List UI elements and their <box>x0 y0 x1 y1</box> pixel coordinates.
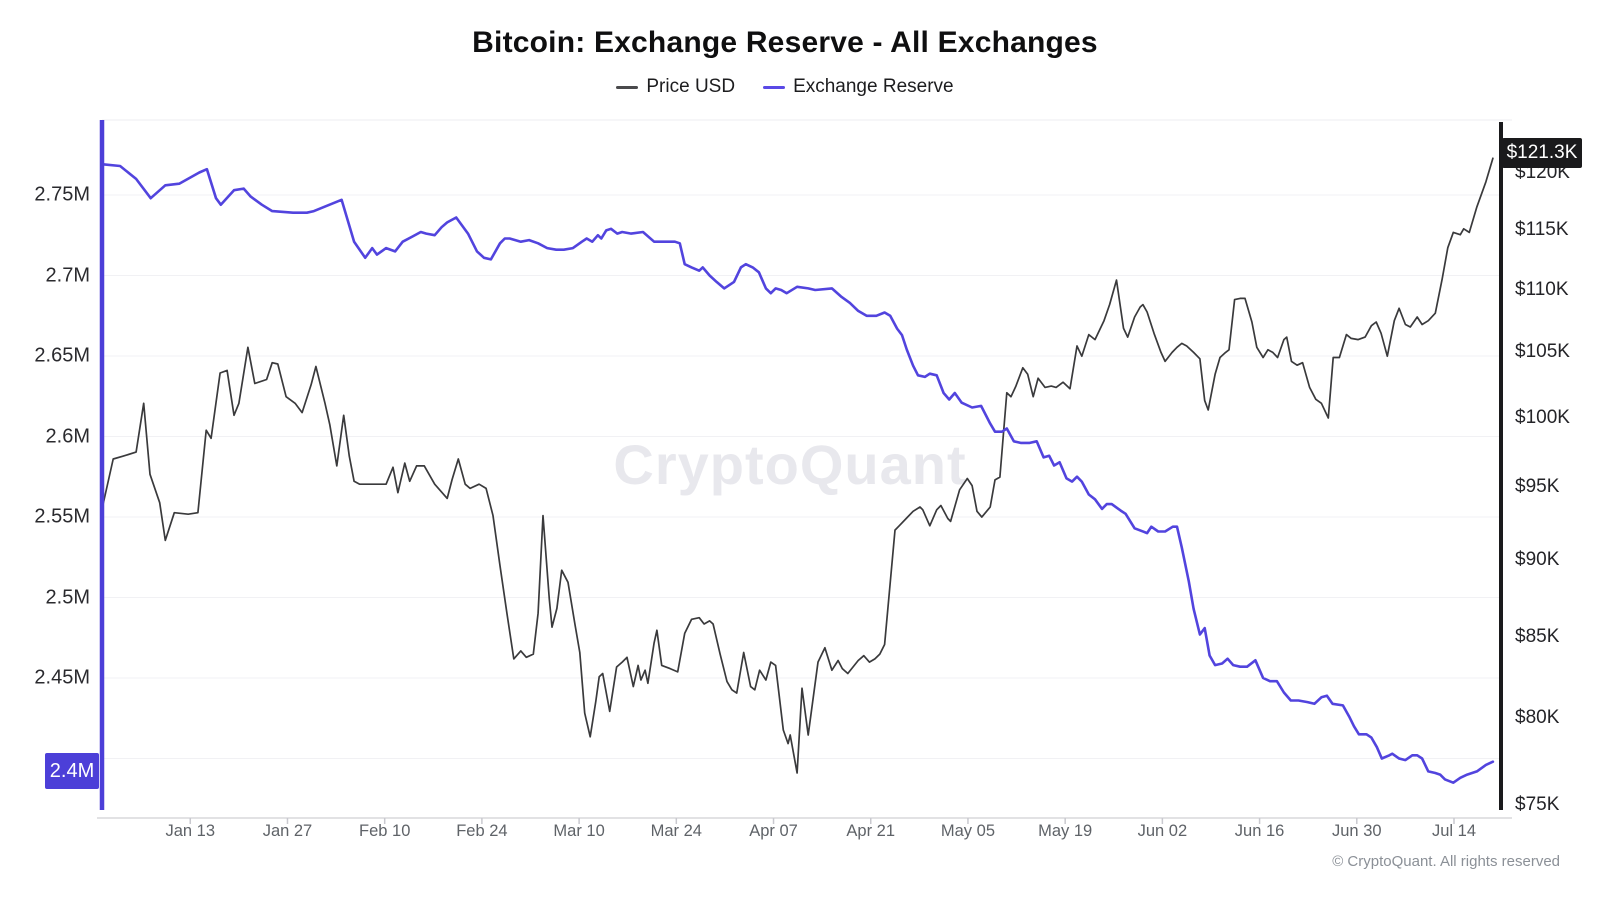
x-tick-label: Mar 24 <box>650 822 702 840</box>
x-tick-label: Jun 30 <box>1332 822 1382 840</box>
exchange-reserve-line[interactable] <box>102 163 1495 785</box>
x-tick-label: Apr 07 <box>749 822 798 840</box>
y-left-tick-label: 2.75M <box>34 183 90 206</box>
y-right-tick-label: $85K <box>1515 625 1560 647</box>
x-tick-label: May 05 <box>940 822 995 840</box>
y-left-tick-label: 2.65M <box>34 344 90 367</box>
chart-title: Bitcoin: Exchange Reserve - All Exchange… <box>472 26 1098 59</box>
chart-legend: Price USD Exchange Reserve <box>0 76 1570 98</box>
legend-label-reserve: Exchange Reserve <box>793 76 954 97</box>
x-tick-label: May 19 <box>1038 822 1093 840</box>
x-tick-label: Jul 14 <box>1431 822 1477 840</box>
legend-item-reserve[interactable]: Exchange Reserve <box>763 76 954 98</box>
y-left-tick-label: 2.6M <box>45 425 90 447</box>
y-left-tick-label: 2.7M <box>45 264 90 286</box>
x-tick-label: Mar 10 <box>553 822 605 840</box>
y-left-tick-label: 2.45M <box>34 666 90 689</box>
y-right-tick-label: $90K <box>1515 548 1560 570</box>
y-left-tick-label: 2.55M <box>34 505 90 528</box>
x-tick-label: Jun 16 <box>1234 822 1285 840</box>
price-usd-line[interactable] <box>101 157 1494 774</box>
copyright-text: © CryptoQuant. All rights reserved <box>1332 853 1560 870</box>
last-price-badge: $121.3K <box>1502 138 1582 168</box>
reserve-line-swatch-icon <box>763 85 786 89</box>
y-right-tick-label: $95K <box>1515 475 1560 497</box>
legend-item-price[interactable]: Price USD <box>616 76 735 98</box>
y-left-tick-label: 2.5M <box>45 586 90 608</box>
x-tick-label: Jan 13 <box>165 822 216 840</box>
x-tick-label: Jan 27 <box>262 822 313 840</box>
legend-label-price: Price USD <box>646 76 736 97</box>
y-right-tick-label: $105K <box>1515 341 1570 363</box>
x-tick-label: Jun 02 <box>1137 822 1188 840</box>
x-tick-label: Feb 10 <box>359 822 411 840</box>
y-right-tick-label: $110K <box>1515 278 1569 300</box>
y-right-tick-label: $80K <box>1515 707 1560 729</box>
y-right-tick-label: $100K <box>1515 407 1570 428</box>
price-line-swatch-icon <box>616 85 639 89</box>
last-reserve-badge: 2.4M <box>45 753 99 789</box>
x-tick-label: Feb 24 <box>456 822 508 840</box>
y-right-tick-label: $115K <box>1515 219 1569 241</box>
x-tick-label: Apr 21 <box>846 822 896 840</box>
y-right-tick-label: $75K <box>1515 793 1560 815</box>
